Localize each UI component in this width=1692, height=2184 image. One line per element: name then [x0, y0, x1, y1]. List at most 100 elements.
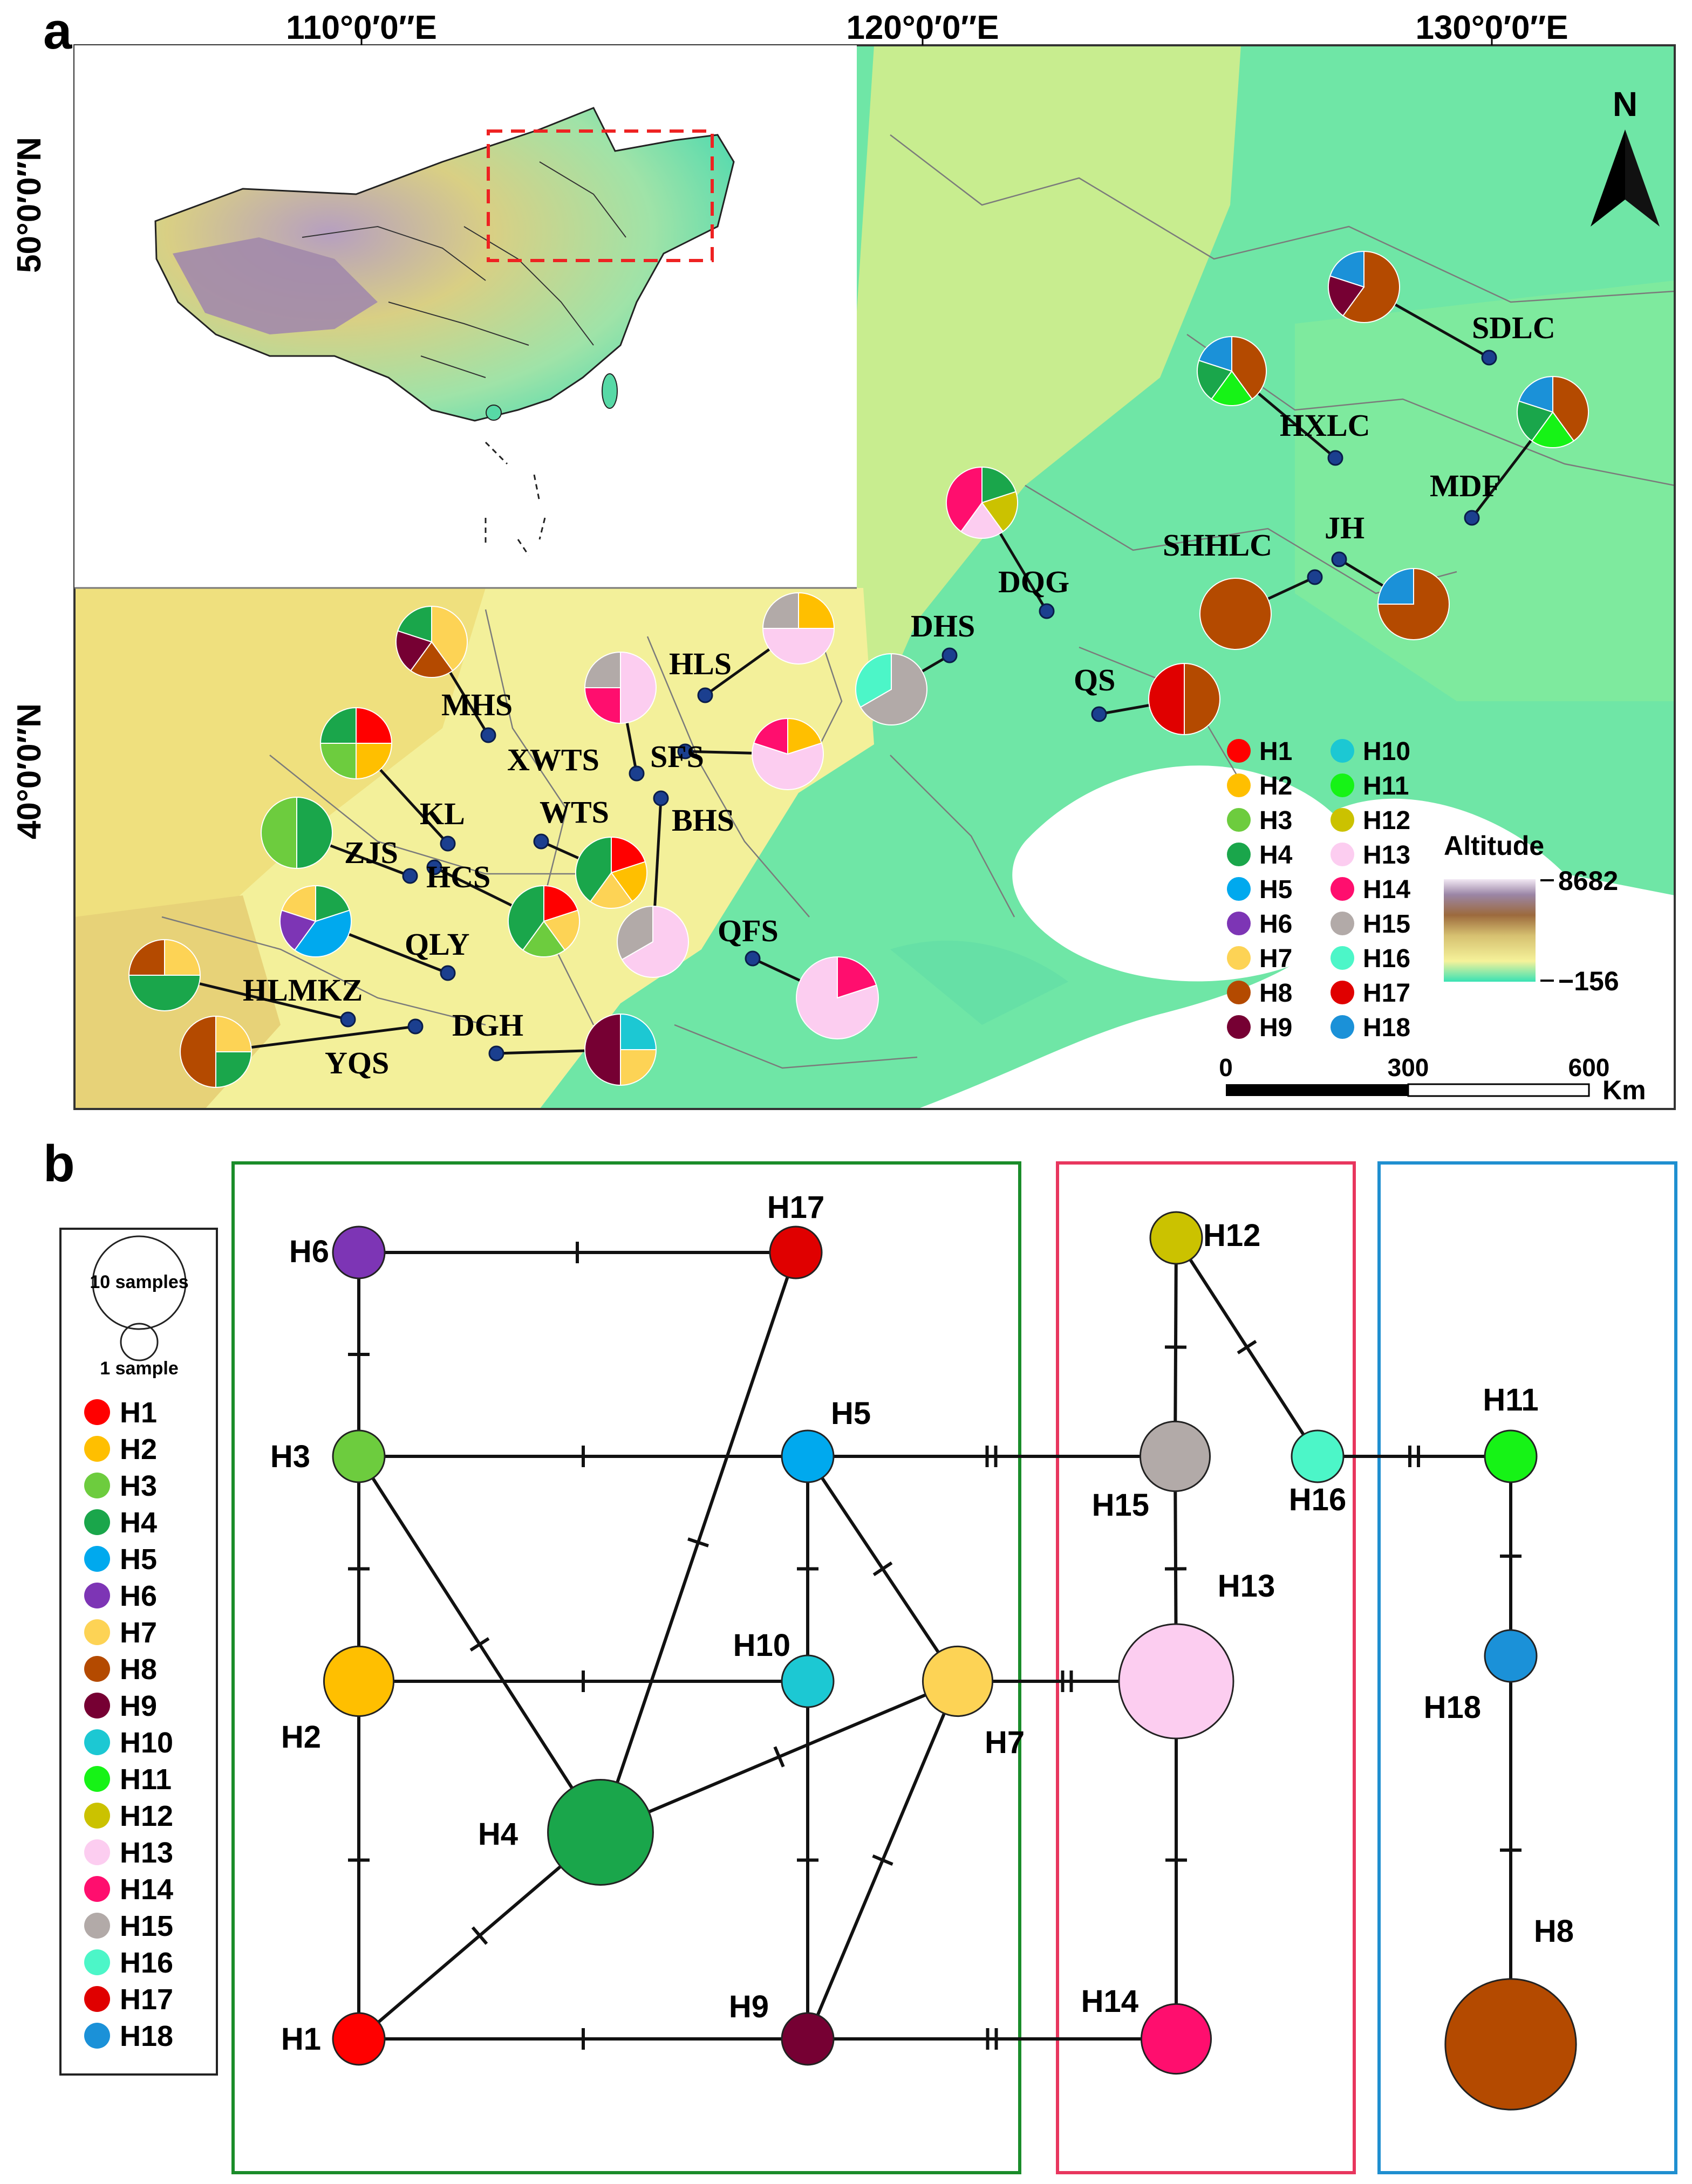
edge-h12-h15	[1164, 1237, 1187, 1457]
site-dots	[340, 350, 1497, 1062]
scale-tick-600: 600	[1568, 1053, 1610, 1081]
size-legend-small-label: 1 sample	[100, 1358, 179, 1379]
net-legend-label-h2: H2	[120, 1433, 157, 1466]
pie-slice-bhs-h13	[621, 905, 689, 978]
site-label-dqg: DQG	[998, 564, 1069, 599]
edge-h3-h5	[359, 1446, 808, 1467]
net-legend-swatch-h14	[84, 1876, 110, 1902]
network-nodes: H1 H2 H3 H4 H5 H6 H7 H8 H9 H10 H11 H12 H13 H14 H15 H16 H…	[270, 1190, 1577, 2111]
map-legend-swatch-h7	[1227, 946, 1251, 970]
map-haplotype-legend: H1 H2 H3 H4 H5 H6 H7 H8 H9 H10 H11 H12 H13 H14 H15 H16 H…	[1227, 737, 1410, 1042]
net-legend-label-h7: H7	[120, 1617, 157, 1649]
net-legend-label-h11: H11	[120, 1763, 172, 1796]
pie-slice-qfs-h13	[796, 956, 879, 1039]
pie-slice-dqg-h12	[981, 491, 1018, 532]
pie-slice-dgh-h9	[584, 1013, 621, 1086]
pie-slice-xwts-h13	[620, 651, 657, 724]
site-dot-mdf	[1464, 510, 1480, 526]
pie-slice-zjs-h3	[261, 796, 297, 870]
edge-h12-h16	[1175, 1237, 1319, 1457]
site-dot-dqg	[1039, 603, 1055, 619]
pie-hlmkz	[128, 939, 201, 1011]
pie-qs	[1148, 662, 1220, 736]
site-label-qs: QS	[1074, 662, 1115, 697]
size-legend-large-circle	[92, 1235, 187, 1330]
edge-h16-h11	[1318, 1446, 1511, 1467]
node-label-h15: H15	[1092, 1488, 1149, 1523]
inset-china-map	[74, 45, 857, 589]
group-blue-box	[1377, 1161, 1677, 2174]
pie-slice-hls-h13	[762, 628, 835, 665]
edge-h7-h9	[806, 1680, 959, 2040]
pie-slice-dhs-h15	[859, 653, 927, 725]
pie-slice-hxlc-h11	[1210, 370, 1253, 406]
site-dot-dhs	[941, 647, 958, 663]
pie-hls	[762, 592, 835, 665]
node-label-h14: H14	[1081, 1984, 1138, 2019]
net-legend-label-h4: H4	[120, 1507, 157, 1539]
pie-slice-dqg-h14	[946, 466, 983, 532]
node-h10	[781, 1654, 835, 1708]
map-legend-label-h7: H7	[1259, 944, 1292, 973]
site-dot-xwts	[629, 765, 645, 782]
scale-tick-300: 300	[1388, 1053, 1429, 1081]
net-legend-swatch-h12	[84, 1803, 110, 1829]
net-legend-label-h5: H5	[120, 1543, 157, 1576]
edge-h11-h18	[1500, 1456, 1522, 1656]
edge-h6-h17	[359, 1242, 796, 1263]
pie-slice-hxlc-h18	[1198, 336, 1232, 372]
node-h15	[1139, 1420, 1211, 1492]
edge-h5-h7	[806, 1455, 959, 1682]
pie-slice-mdf-h4	[1517, 400, 1554, 442]
site-dot-zjs	[402, 868, 418, 884]
pie-slice-kl-h4	[319, 707, 357, 744]
altitude-legend: Altitude 8682 −156	[1444, 831, 1619, 996]
site-dot-sdlc	[1481, 350, 1497, 366]
map-legend-swatch-h16	[1331, 946, 1354, 970]
net-legend-swatch-h11	[84, 1766, 110, 1792]
map-legend-label-h4: H4	[1259, 841, 1293, 870]
size-legend-small-circle	[120, 1323, 159, 1361]
pie-slice-wts-h4	[575, 836, 612, 902]
pie-slice-dgh-h10	[620, 1013, 657, 1050]
panel-a-map: a	[11, 2, 1676, 1110]
edge-h4-h7	[599, 1680, 959, 1834]
site-label-sfs: SFS	[650, 739, 704, 774]
map-legend-swatch-h4	[1227, 843, 1251, 866]
pie-slice-xwts-h15	[584, 651, 621, 688]
node-h2	[323, 1645, 395, 1717]
pie-slice-qly-h5	[294, 909, 352, 957]
pie-slice-sdlc-h9	[1328, 275, 1365, 317]
net-legend-swatch-h16	[84, 1949, 110, 1975]
node-h4	[547, 1779, 654, 1886]
net-legend-label-h1: H1	[120, 1396, 157, 1429]
pie-slice-hcs-h3	[522, 920, 566, 957]
pie-slice-dqg-h4	[981, 466, 1017, 504]
site-label-xwts: XWTS	[507, 742, 599, 777]
net-legend-label-h13: H13	[120, 1837, 173, 1869]
map-legend-label-h2: H2	[1259, 772, 1292, 800]
map-legend-label-h3: H3	[1259, 806, 1292, 835]
pie-slice-hls-h15	[762, 592, 799, 629]
edge-h4-h17	[599, 1252, 797, 1833]
map-legend-swatch-h2	[1227, 773, 1251, 797]
lat-label-50: 50°0′0″N	[11, 137, 48, 273]
edge-h6-h3	[348, 1252, 370, 1456]
map-legend-label-h6: H6	[1259, 910, 1292, 939]
pie-slice-hcs-h7	[543, 909, 580, 951]
site-dot-shhlc	[1307, 569, 1323, 585]
node-label-h3: H3	[270, 1439, 310, 1474]
net-legend-swatch-h3	[84, 1473, 110, 1498]
pie-slice-hcs-h4	[508, 885, 544, 951]
pie-slice-jh-h18	[1377, 567, 1414, 605]
node-h7	[922, 1645, 994, 1717]
pie-slice-qs-h17	[1148, 662, 1185, 736]
pie-slice-hxlc-h4	[1197, 359, 1233, 400]
map-legend-label-h5: H5	[1259, 875, 1292, 904]
pie-slice-shhlc-h8	[1199, 578, 1272, 650]
net-legend-swatch-h1	[84, 1399, 110, 1425]
edge-h3-h4-mutation-tick	[469, 1637, 490, 1652]
altitude-max: 8682	[1558, 866, 1618, 896]
map-legend-label-h13: H13	[1363, 841, 1410, 870]
site-label-mhs: MHS	[441, 687, 513, 722]
